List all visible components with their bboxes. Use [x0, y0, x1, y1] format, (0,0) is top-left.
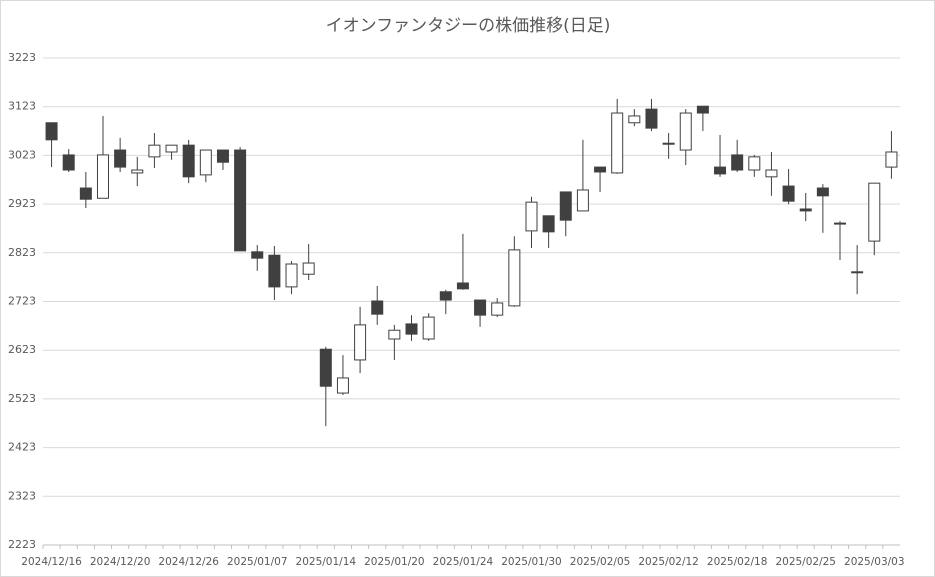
- candle-body: [439, 291, 452, 301]
- candle-body: [799, 208, 812, 212]
- candle-body: [645, 108, 658, 129]
- candle-body: [405, 323, 418, 335]
- candle-body: [851, 271, 864, 274]
- candle-body: [525, 201, 538, 232]
- y-tick-label: 2423: [8, 441, 36, 454]
- candle-body: [834, 222, 847, 225]
- x-tick-label: 2025/03/03: [844, 556, 905, 568]
- y-tick-label: 2623: [8, 343, 36, 356]
- candle-body: [714, 166, 727, 175]
- candle-body: [268, 254, 281, 288]
- candle-body: [782, 185, 795, 202]
- candle-body: [62, 154, 75, 171]
- candle-body: [45, 122, 58, 141]
- candle-body: [422, 316, 435, 340]
- candle-body: [336, 377, 349, 394]
- candle-body: [594, 166, 607, 173]
- x-tick-label: 2025/02/05: [570, 556, 631, 568]
- y-tick-label: 3223: [8, 51, 36, 64]
- candle-body: [251, 251, 264, 259]
- x-tick-label: 2025/01/30: [501, 556, 562, 568]
- candle-body: [765, 169, 778, 178]
- candle-body: [868, 182, 881, 242]
- x-tick-label: 2024/12/20: [90, 556, 151, 568]
- candle-body: [679, 112, 692, 151]
- candle-body: [234, 149, 247, 252]
- candle-body: [182, 144, 195, 178]
- y-tick-label: 2323: [8, 489, 36, 502]
- y-tick-label: 3123: [8, 100, 36, 113]
- x-tick-label: 2024/12/16: [21, 556, 82, 568]
- candle-body: [302, 262, 315, 275]
- candle-body: [148, 144, 161, 158]
- candle-body: [816, 187, 829, 197]
- candle-body: [748, 156, 761, 171]
- y-tick-label: 2923: [8, 197, 36, 210]
- candle-body: [456, 282, 469, 290]
- candle-body: [542, 215, 555, 233]
- candle-body: [371, 300, 384, 315]
- x-tick-label: 2025/01/24: [433, 556, 494, 568]
- candle-body: [354, 324, 367, 361]
- x-tick-label: 2025/01/07: [227, 556, 288, 568]
- candle-body: [628, 115, 641, 124]
- candle-body: [731, 154, 744, 171]
- y-tick-label: 2523: [8, 392, 36, 405]
- y-tick-label: 2223: [8, 538, 36, 551]
- candle-body: [576, 189, 589, 212]
- x-tick-label: 2025/02/25: [775, 556, 836, 568]
- candle-body: [79, 187, 92, 200]
- x-tick-label: 2025/02/18: [707, 556, 768, 568]
- candle-body: [662, 142, 675, 145]
- candle-body: [216, 149, 229, 163]
- candle-body: [114, 149, 127, 168]
- y-tick-label: 3023: [8, 148, 36, 161]
- x-tick-label: 2024/12/26: [158, 556, 219, 568]
- candle-body: [131, 169, 144, 174]
- candle-body: [285, 263, 298, 288]
- candle-body: [611, 112, 624, 174]
- candle-body: [165, 144, 178, 153]
- chart-title: イオンファンタジーの株価推移(日足): [326, 16, 611, 36]
- y-tick-label: 2723: [8, 295, 36, 308]
- candle-body: [319, 348, 332, 387]
- candle-body: [96, 154, 109, 199]
- candle-body: [885, 151, 898, 168]
- candle-body: [474, 299, 487, 316]
- candle-body: [508, 249, 521, 307]
- candle-body: [388, 329, 401, 340]
- x-tick-label: 2025/01/14: [296, 556, 357, 568]
- candle-body: [559, 191, 572, 221]
- candle-body: [199, 149, 212, 176]
- x-tick-label: 2025/02/12: [638, 556, 699, 568]
- x-tick-label: 2025/01/20: [364, 556, 425, 568]
- candle-body: [696, 105, 709, 114]
- y-tick-label: 2823: [8, 246, 36, 259]
- candle-body: [491, 302, 504, 316]
